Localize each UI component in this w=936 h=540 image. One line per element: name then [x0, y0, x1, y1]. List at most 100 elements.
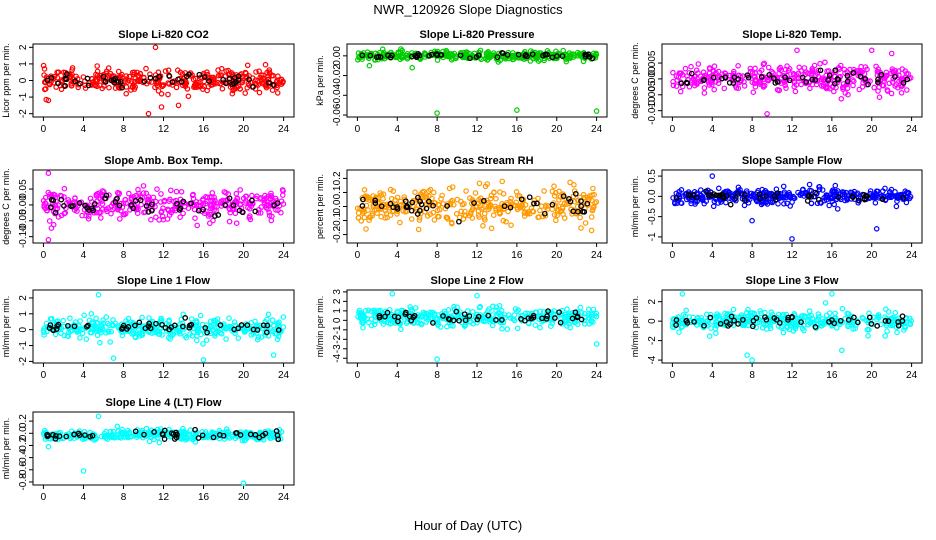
x-tick-label: 8 [749, 370, 755, 381]
outlier-point [789, 236, 795, 242]
data-point [860, 315, 866, 322]
reference-point [850, 69, 857, 76]
data-point [763, 326, 770, 332]
data-point [670, 82, 677, 89]
reference-point [578, 198, 584, 204]
reference-point [48, 75, 55, 81]
data-point [578, 225, 584, 231]
reference-point [204, 329, 210, 336]
data-point [894, 198, 900, 205]
reference-point [430, 320, 436, 326]
y-tick-label: -1 [18, 341, 29, 350]
data-point [272, 195, 279, 202]
reference-point [235, 77, 242, 83]
reference-point [91, 201, 98, 207]
reference-point [171, 322, 178, 329]
y-tick-label: 0 [647, 318, 658, 324]
reference-point [832, 67, 839, 74]
data-point [867, 188, 874, 194]
data-point [60, 317, 67, 324]
data-point [884, 87, 891, 93]
data-point [805, 321, 812, 328]
reference-point [480, 197, 487, 204]
reference-point [85, 82, 92, 89]
reference-point [589, 55, 596, 62]
x-tick-label: 24 [591, 250, 603, 261]
data-point [44, 207, 50, 214]
data-point [156, 217, 162, 223]
x-tick-label: 12 [786, 370, 798, 381]
data-point [427, 211, 434, 218]
reference-point [56, 433, 63, 440]
data-point [493, 205, 499, 212]
y-tick-label: -0.005 [647, 80, 658, 109]
data-point [40, 62, 47, 69]
data-point [724, 311, 731, 317]
data-point [894, 329, 900, 336]
y-axis-label: ml/min per min. [1, 418, 11, 480]
data-point [407, 304, 414, 310]
reference-point [717, 320, 724, 327]
data-point [397, 198, 404, 205]
reference-point [812, 324, 819, 330]
data-point [134, 434, 140, 441]
data-point [903, 199, 910, 206]
outlier-point [95, 413, 102, 420]
reference-point [84, 75, 91, 82]
data-point [155, 88, 162, 94]
data-point [273, 79, 280, 85]
data-point [207, 330, 214, 337]
data-point [711, 198, 718, 205]
data-point [497, 210, 503, 217]
reference-point [531, 200, 537, 207]
data-point [712, 320, 719, 327]
outlier-point [152, 44, 159, 51]
data-point [838, 96, 845, 102]
data-point [676, 70, 683, 76]
data-point [903, 87, 910, 93]
data-point [229, 205, 236, 212]
data-point [888, 193, 895, 200]
reference-point [566, 196, 572, 202]
data-point [883, 69, 890, 76]
reference-point [825, 77, 831, 83]
reference-point [201, 74, 208, 80]
data-point [129, 84, 136, 91]
reference-point [719, 75, 725, 82]
data-point [476, 304, 483, 311]
data-point [174, 329, 180, 335]
data-point [590, 185, 596, 192]
data-point [697, 187, 704, 193]
data-point [435, 321, 442, 328]
data-point [58, 86, 65, 93]
reference-point [265, 79, 272, 86]
data-point [187, 331, 193, 337]
data-point [412, 305, 419, 311]
reference-point [373, 54, 380, 61]
data-point [593, 313, 600, 320]
data-point [778, 315, 785, 321]
x-tick-label: 0 [41, 250, 47, 261]
data-point [88, 310, 95, 317]
y-tick-label: 0.2 [332, 171, 343, 185]
reference-point [742, 191, 748, 198]
data-point [505, 208, 511, 215]
reference-point [199, 432, 206, 439]
data-point [361, 187, 368, 193]
x-tick-label: 20 [866, 124, 878, 135]
y-tick-label: -0.10 [18, 225, 29, 248]
y-tick-label: -1 [18, 92, 29, 101]
data-point [470, 205, 476, 211]
reference-point [450, 317, 457, 324]
data-point [255, 334, 262, 341]
outlier-point [868, 47, 875, 54]
data-point [459, 201, 466, 208]
x-tick-label: 8 [749, 124, 755, 135]
reference-point [826, 318, 832, 325]
reference-point [70, 203, 76, 209]
data-point [189, 192, 196, 199]
data-point [115, 68, 122, 75]
reference-point [688, 70, 695, 77]
data-point [735, 184, 742, 191]
